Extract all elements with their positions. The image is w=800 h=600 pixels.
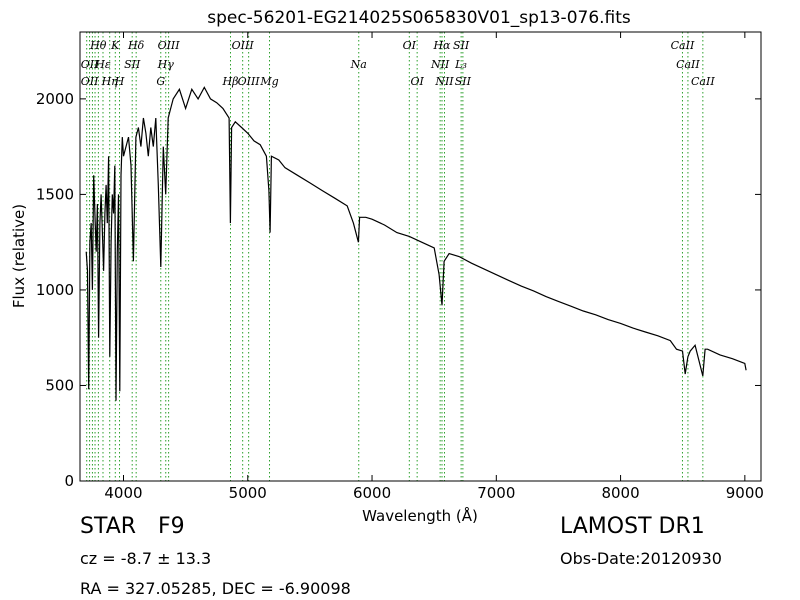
line-label: Hη bbox=[101, 75, 119, 88]
line-label: G bbox=[156, 75, 165, 88]
line-label: SII bbox=[455, 75, 472, 88]
plot-frame bbox=[79, 31, 762, 482]
line-label: Mg bbox=[259, 75, 278, 88]
line-label: K bbox=[110, 39, 120, 52]
y-axis: 0 500 1000 1500 2000 bbox=[36, 90, 761, 490]
x-tick-label: 7000 bbox=[477, 484, 515, 502]
spectral-subclass: F9 bbox=[158, 514, 185, 539]
y-tick-label: 500 bbox=[45, 376, 74, 394]
line-label: H bbox=[114, 75, 125, 88]
line-label: OII bbox=[81, 75, 99, 88]
line-label: OII bbox=[81, 58, 99, 71]
line-markers bbox=[86, 32, 704, 481]
y-tick-label: 0 bbox=[64, 472, 74, 490]
line-label: SII bbox=[453, 39, 470, 52]
y-tick-label: 2000 bbox=[36, 90, 74, 108]
redshift-cz: cz = -8.7 ± 13.3 bbox=[80, 549, 212, 568]
line-label: L₃ bbox=[454, 58, 467, 71]
line-label: Hβ bbox=[222, 75, 239, 88]
line-label: Hδ bbox=[127, 39, 145, 52]
x-tick-label: 9000 bbox=[726, 484, 764, 502]
survey-name: LAMOST DR1 bbox=[560, 514, 705, 539]
line-label: Hε bbox=[94, 58, 111, 71]
line-label: OIII bbox=[232, 39, 255, 52]
x-tick-label: 5000 bbox=[229, 484, 267, 502]
x-tick-label: 8000 bbox=[601, 484, 639, 502]
spectrum-line bbox=[85, 86, 747, 401]
x-axis: 4000 5000 6000 7000 8000 9000 bbox=[104, 32, 764, 502]
line-label: CaII bbox=[691, 75, 715, 88]
x-axis-label: Wavelength (Å) bbox=[362, 506, 478, 525]
line-label: Hα bbox=[432, 39, 451, 52]
y-tick-label: 1500 bbox=[36, 185, 74, 203]
line-label: SII bbox=[124, 58, 141, 71]
line-label: OI bbox=[410, 75, 424, 88]
line-label: Na bbox=[350, 58, 367, 71]
line-label: CaII bbox=[676, 58, 700, 71]
x-tick-label: 6000 bbox=[353, 484, 391, 502]
coordinates: RA = 327.05285, DEC = -6.90098 bbox=[80, 579, 351, 598]
line-label: NII bbox=[434, 75, 454, 88]
line-label: OIII bbox=[158, 39, 181, 52]
y-axis-label: Flux (relative) bbox=[10, 204, 28, 308]
line-label: NII bbox=[430, 58, 450, 71]
line-label: OI bbox=[403, 39, 417, 52]
line-label: CaII bbox=[671, 39, 695, 52]
chart-title: spec-56201-EG214025S065830V01_sp13-076.f… bbox=[207, 8, 631, 28]
line-label: OIII bbox=[238, 75, 261, 88]
x-tick-label: 4000 bbox=[104, 484, 142, 502]
y-tick-label: 1000 bbox=[36, 281, 74, 299]
object-type: STAR bbox=[80, 514, 137, 539]
line-label: Hθ bbox=[89, 39, 107, 52]
observation-date: Obs-Date:20120930 bbox=[560, 549, 722, 568]
line-label: Hγ bbox=[157, 58, 175, 71]
